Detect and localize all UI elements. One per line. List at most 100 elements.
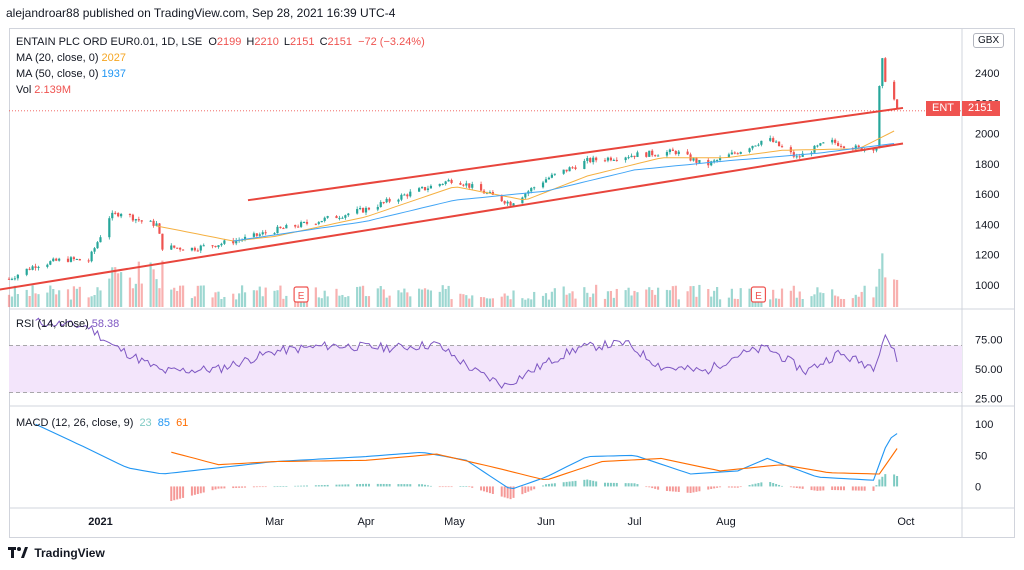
volume-bar	[99, 290, 102, 307]
macd-hist-bar	[506, 486, 509, 499]
symbol-legend[interactable]: ENTAIN PLC ORD EUR0.01, 1D, LSE O2199 H2…	[16, 35, 425, 49]
macd-hist-bar	[424, 484, 427, 487]
volume-bar	[388, 295, 391, 307]
candle-body	[733, 152, 736, 154]
volume-bar	[553, 288, 556, 307]
macd-hist-bar	[813, 486, 816, 491]
candle-body	[406, 194, 409, 197]
macd-tick-label: 100	[975, 419, 993, 431]
candle-body	[730, 152, 733, 155]
candle-body	[347, 213, 350, 216]
macd-hist-bar	[822, 486, 825, 491]
macd-hist-bar	[488, 486, 491, 494]
volume-bar	[69, 299, 73, 307]
candle-body	[302, 221, 306, 223]
time-tick-label: Oct	[897, 516, 914, 528]
macd-hist-bar	[406, 484, 409, 487]
rsi-legend[interactable]: RSI (14, close) 58.38	[16, 317, 119, 331]
time-axis[interactable]: 2021 Mar Apr May Jun Jul Aug Oct	[88, 516, 914, 528]
macd-hist-bar	[335, 484, 338, 487]
volume-bar	[403, 288, 406, 307]
currency-badge[interactable]: GBX	[973, 33, 1005, 48]
price-axis[interactable]: 10001200140016001800200022002400	[975, 68, 999, 292]
macd-hist-bar	[279, 486, 282, 487]
volume-bar	[356, 286, 359, 307]
volume-bar	[320, 298, 323, 307]
volume-bar	[842, 299, 846, 307]
candle-body	[468, 183, 471, 188]
rsi-value: 58.38	[91, 318, 120, 330]
candle-body	[423, 187, 427, 191]
volume-bar	[117, 273, 120, 307]
volume-bar	[789, 290, 792, 307]
candle-body	[603, 160, 607, 162]
macd-hist-bar	[542, 485, 545, 487]
volume-bar	[630, 295, 633, 307]
volume-bar	[586, 292, 589, 307]
macd-hist-bar	[314, 485, 317, 487]
volume-bar	[367, 296, 371, 307]
ma20-legend[interactable]: MA (20, close, 0) 2027	[16, 51, 126, 65]
volume-bar	[819, 292, 822, 307]
candle-body	[335, 216, 338, 219]
macd-hist-bar	[362, 483, 365, 487]
ma20-value: 2027	[101, 52, 127, 64]
macd-hist-bar	[719, 486, 722, 488]
volume-bar	[87, 297, 90, 307]
candle-body	[426, 188, 430, 191]
volume-bar	[120, 272, 123, 307]
volume-bar	[314, 287, 317, 307]
candle-body	[161, 233, 164, 250]
volume-bar	[479, 297, 483, 307]
ma50-legend[interactable]: MA (50, close, 0) 1937	[16, 67, 126, 81]
macd-hist-bar	[781, 485, 784, 487]
candle-body	[13, 278, 17, 280]
macd-hist-bar	[365, 483, 368, 487]
volume-bar	[409, 296, 412, 307]
volume-bar	[462, 294, 465, 307]
volume-bar	[589, 297, 592, 307]
macd-hist-bar	[429, 485, 432, 487]
volume-bar	[775, 298, 778, 307]
volume-bar	[512, 290, 515, 307]
volume-bar	[471, 295, 474, 307]
volume-bar	[500, 296, 503, 307]
volume-bar	[633, 290, 636, 307]
volume-bar	[255, 290, 258, 307]
candle-body	[698, 159, 701, 163]
candle-body	[500, 194, 503, 202]
candle-body	[562, 169, 565, 174]
macd-legend[interactable]: MACD (12, 26, close, 9) 23 85 61	[16, 416, 188, 430]
volume-bar	[627, 287, 630, 307]
macd-hist-bar	[244, 486, 247, 488]
volume-bar	[279, 285, 282, 307]
macd-hist-bar	[447, 486, 450, 488]
candle-body	[777, 141, 781, 147]
footer-brand[interactable]: TradingView	[8, 546, 105, 560]
candle-body	[276, 226, 279, 234]
candle-body	[16, 274, 19, 279]
macd-hist-bar	[792, 486, 795, 488]
candle-body	[28, 268, 31, 270]
candle-body	[52, 258, 55, 262]
symbol-title: ENTAIN PLC ORD EUR0.01, 1D, LSE	[16, 36, 203, 48]
macd-hist-bar	[819, 486, 822, 491]
volume-bar	[609, 290, 612, 307]
candle-body	[668, 149, 672, 153]
macd-hist-bar	[462, 486, 465, 487]
volume-bar	[111, 267, 114, 307]
macd-hist-bar	[775, 483, 778, 487]
volume-legend[interactable]: Vol 2.139M	[16, 83, 71, 97]
macd-hist-bar	[193, 486, 196, 495]
candle-body	[403, 194, 406, 196]
macd-hist-bar	[459, 486, 462, 487]
chart-frame[interactable]	[9, 28, 1015, 538]
volume-bar	[485, 298, 489, 307]
candle-body	[772, 138, 775, 143]
volume-bar	[792, 285, 795, 307]
macd-hist-bar	[347, 484, 350, 487]
macd-hist-bar	[748, 485, 751, 487]
volume-bar	[592, 293, 595, 307]
